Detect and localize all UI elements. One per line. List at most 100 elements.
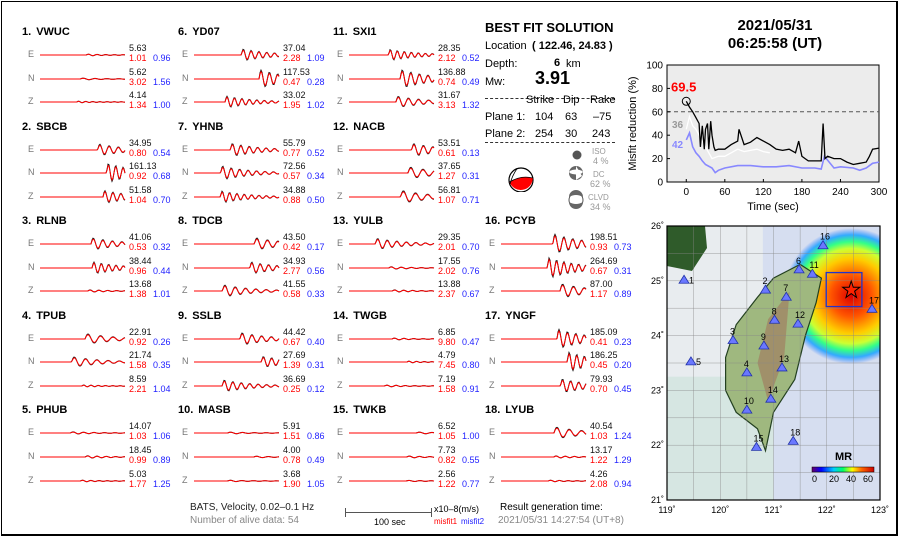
component-label: E (28, 427, 35, 438)
amplitude-value: 198.51 (590, 232, 618, 243)
lon-tick-label: 122˚ (818, 505, 836, 515)
x-tick-label: 240 (832, 187, 849, 198)
synthetic-trace (40, 357, 126, 367)
misfit2-value: 1.02 (307, 100, 325, 111)
amplitude-value: 13.68 (129, 279, 152, 290)
synthetic-trace (194, 380, 280, 391)
amplitude-value: 36.69 (283, 374, 306, 384)
best-value-label: 69.5 (671, 79, 696, 94)
station-title: 1. VWUC (22, 26, 70, 38)
amplitude-value: 2.56 (438, 468, 456, 479)
time-scale-bar (345, 512, 431, 513)
station-triangle-icon (741, 404, 753, 414)
station-triangle-icon (768, 314, 781, 324)
component-label: E (337, 238, 344, 249)
component-label: Z (337, 96, 343, 107)
component-label: E (489, 238, 496, 249)
misfit1-value: 0.25 (283, 384, 301, 394)
station-name: TPUB (36, 309, 67, 322)
component-label: Z (489, 474, 495, 485)
colorbar-tick: 60 (863, 474, 873, 484)
synthetic-trace (349, 337, 435, 340)
synthetic-trace (349, 432, 435, 435)
amplitude-value: 186.25 (590, 350, 618, 361)
colorbar-title: MR (835, 451, 852, 463)
misfit1-value: 0.61 (438, 147, 456, 158)
misfit2-value: 0.77 (462, 478, 480, 489)
amplitude-value: 37.65 (438, 161, 461, 172)
station-title: 10. MASB (178, 404, 231, 416)
station-label: 6 (796, 256, 801, 266)
station-title: 16. PCYB (485, 215, 536, 227)
station-triangle-icon (817, 239, 829, 250)
station-label: 8 (772, 306, 777, 316)
component-label: Z (489, 285, 495, 296)
waveform-trace (194, 479, 280, 482)
waveform-trace (349, 238, 435, 250)
lon-tick-label: 123˚ (871, 505, 889, 515)
lat-tick-label: 24˚ (651, 331, 664, 341)
component-label: N (337, 356, 344, 367)
waveform-trace (40, 143, 126, 155)
waveform-trace (349, 289, 435, 293)
epicenter-star-icon (841, 279, 862, 299)
station-name: SSLB (192, 309, 222, 322)
station-triangle-icon (759, 284, 772, 294)
x-tick-label: 180 (794, 187, 811, 198)
misfit1-value: 0.57 (283, 171, 301, 182)
amplitude-units: x10–8(m/s) (434, 504, 480, 514)
misfit1-value: 0.70 (590, 384, 608, 394)
waveform-trace (194, 379, 280, 392)
synthetic-trace (40, 261, 126, 273)
component-label: Z (182, 474, 188, 485)
component-label: E (337, 49, 344, 59)
waveform-trace (40, 356, 126, 368)
station-label: 2 (763, 276, 768, 286)
solution-title: BEST FIT SOLUTION (485, 20, 614, 35)
waveform-trace (501, 455, 587, 459)
misfit2-value: 0.17 (307, 242, 325, 253)
plane1-strike: 104 (535, 111, 554, 123)
colorbar-tick: 20 (829, 474, 839, 484)
station-label: 1 (689, 275, 694, 285)
station-number: 8. (178, 215, 188, 228)
component-label: N (182, 167, 189, 178)
synthetic-trace (349, 167, 435, 178)
alive-data-count: Number of alive data: 54 (190, 515, 299, 526)
misfit1-value: 7.45 (438, 360, 456, 371)
station-name: YHNB (192, 120, 224, 133)
station-number: 9. (178, 309, 188, 322)
misfit2-value: 1.24 (614, 431, 632, 442)
misfit2-value: 0.31 (307, 360, 325, 371)
misfit1-value: 0.67 (283, 336, 301, 347)
mw-label: Mw: (485, 76, 506, 88)
amplitude-value: 161.13 (129, 161, 157, 172)
station-number: 3. (22, 215, 32, 228)
station-label: 17 (869, 295, 879, 305)
lat-tick-label: 23˚ (651, 385, 664, 395)
misfit2-value: 0.76 (462, 265, 480, 276)
misfit1-value: 9.80 (438, 336, 456, 347)
component-label: E (28, 143, 35, 154)
station-triangle-icon (685, 356, 697, 366)
waveform-trace (194, 432, 279, 435)
station-label: 4 (744, 359, 749, 369)
amplitude-value: 40.54 (590, 421, 613, 432)
component-label: N (182, 72, 189, 83)
station-name: TWGB (353, 309, 387, 322)
amplitude-value: 22.91 (129, 326, 152, 337)
component-label: E (489, 427, 496, 438)
misfit1-value: 1.27 (438, 171, 456, 182)
component-label: Z (28, 474, 34, 485)
component-label: N (182, 261, 189, 272)
component-label: E (182, 332, 189, 343)
misfit2-value: 0.94 (614, 478, 632, 489)
station-name: RLNB (36, 215, 67, 228)
observed-trace (349, 190, 435, 203)
header-dip: Dip (563, 94, 580, 106)
misfit2-value: 0.40 (307, 336, 325, 347)
dc-label: DC (593, 170, 605, 179)
misfit1-value: 1.03 (590, 431, 608, 442)
misfit1-value: 0.96 (129, 265, 147, 276)
misfit1-value: 2.12 (438, 53, 456, 63)
